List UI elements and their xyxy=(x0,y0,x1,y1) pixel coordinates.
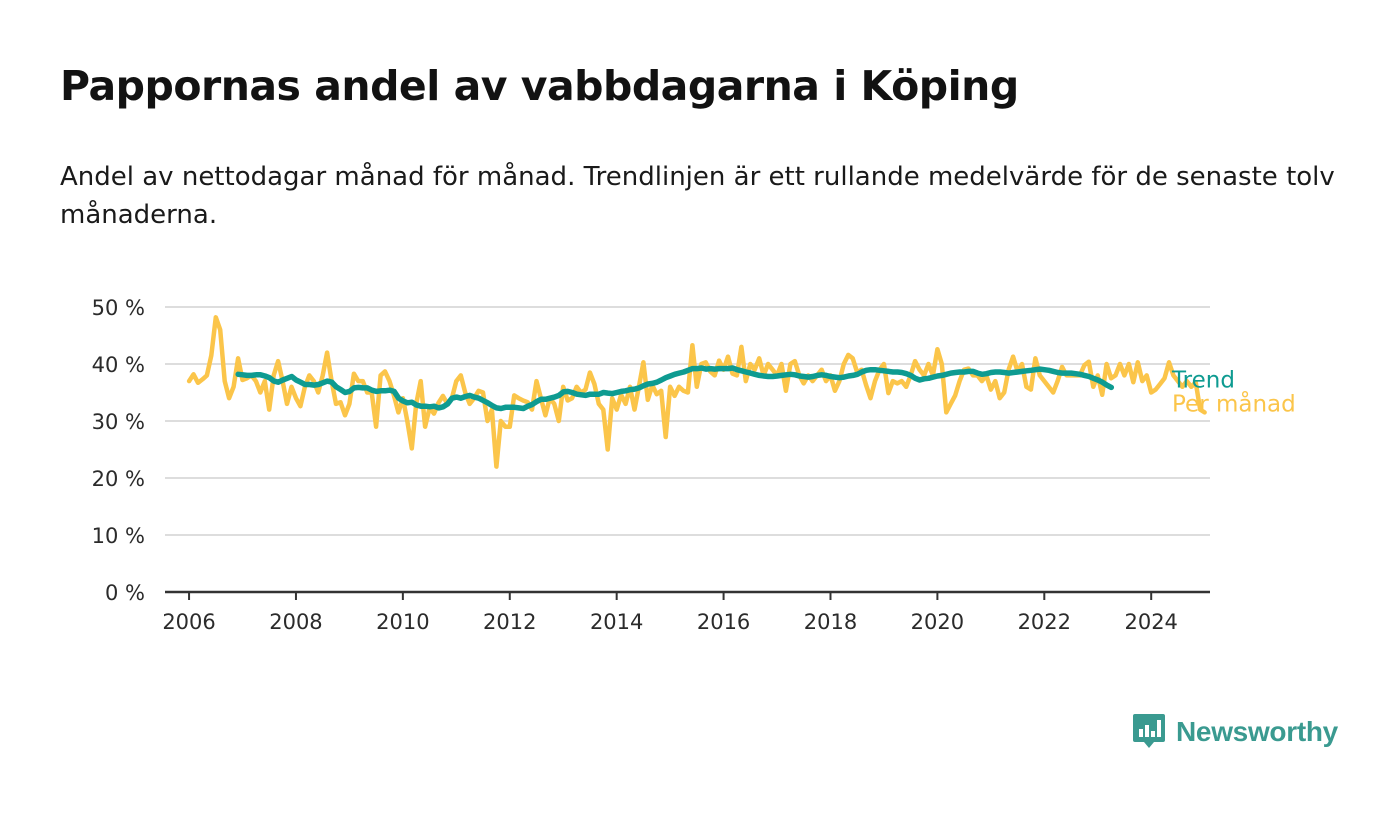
y-axis: 0 % 10 % 20 % 30 % 40 % 50 % xyxy=(92,296,145,605)
x-tick-label: 2022 xyxy=(1018,610,1071,634)
y-tick-label: 0 % xyxy=(105,581,145,605)
series-line-per-manad xyxy=(186,315,1207,469)
y-tick-label: 10 % xyxy=(92,524,145,548)
x-axis: 2006 2008 2010 2012 2014 2016 2018 2020 2022 2024 xyxy=(162,590,1210,634)
series-label-per-manad: Per månad xyxy=(1172,389,1296,417)
x-tick-label: 2016 xyxy=(697,610,750,634)
newsworthy-logo-icon xyxy=(1133,714,1165,748)
y-tick-label: 20 % xyxy=(92,467,145,491)
series-label-trend: Trend xyxy=(1171,367,1235,393)
x-tick-label: 2018 xyxy=(804,610,857,634)
y-tick-label: 50 % xyxy=(92,296,145,320)
x-tick-label: 2014 xyxy=(590,610,643,634)
series-layer xyxy=(186,315,1207,469)
chart-title: Pappornas andel av vabbdagarna i Köping xyxy=(60,62,1019,110)
series-line-trend xyxy=(235,365,1115,412)
x-tick-label: 2020 xyxy=(911,610,964,634)
chart-subtitle: Andel av nettodagar månad för månad. Tre… xyxy=(60,162,1335,230)
x-tick-label: 2010 xyxy=(376,610,429,634)
x-tick-label: 2006 xyxy=(162,610,215,634)
logo-text: Newsworthy xyxy=(1176,716,1338,747)
x-tick-label: 2024 xyxy=(1124,610,1177,634)
x-tick-label: 2008 xyxy=(269,610,322,634)
x-tick-label: 2012 xyxy=(483,610,536,634)
grid-layer xyxy=(165,306,1210,536)
y-tick-label: 30 % xyxy=(92,410,145,434)
y-tick-label: 40 % xyxy=(92,353,145,377)
newsworthy-logo[interactable]: Newsworthy xyxy=(1132,712,1338,752)
